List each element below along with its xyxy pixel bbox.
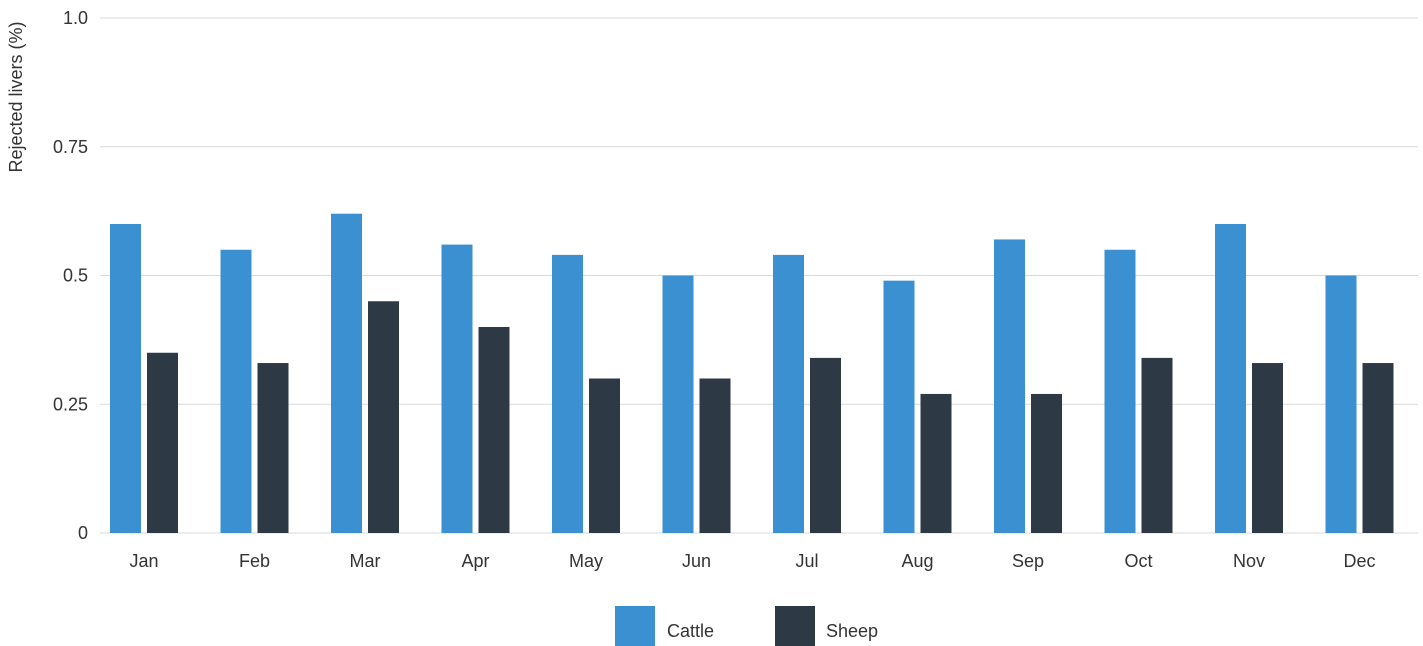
x-tick-label: Feb [239, 551, 270, 571]
x-tick-label: Apr [461, 551, 489, 571]
bar-cattle-mar[interactable] [331, 213, 362, 533]
legend-label: Sheep [826, 621, 878, 641]
bar-sheep-jun[interactable] [699, 378, 731, 534]
x-tick-label: Nov [1233, 551, 1265, 571]
bar-cattle-jun[interactable] [662, 275, 694, 534]
bar-sheep-jan[interactable] [147, 352, 178, 533]
legend-item-sheep[interactable]: Sheep [775, 606, 878, 646]
y-axis-title: Rejected livers (%) [6, 21, 26, 172]
bar-sheep-apr[interactable] [478, 327, 510, 533]
bar-cattle-jan[interactable] [110, 224, 141, 533]
y-tick-label: 0.5 [63, 266, 88, 286]
x-tick-label: Jan [129, 551, 158, 571]
legend-item-cattle[interactable]: Cattle [615, 606, 714, 646]
y-tick-label: 1.0 [63, 8, 88, 28]
bar-cattle-oct[interactable] [1104, 249, 1136, 533]
legend-label: Cattle [667, 621, 714, 641]
bar-cattle-apr[interactable] [441, 244, 473, 533]
bar-sheep-oct[interactable] [1141, 357, 1173, 533]
bar-cattle-jul[interactable] [773, 254, 804, 533]
legend-swatch [615, 606, 655, 646]
bar-cattle-sep[interactable] [994, 239, 1025, 533]
bar-sheep-sep[interactable] [1031, 393, 1062, 533]
x-tick-label: Oct [1124, 551, 1152, 571]
x-axis-ticks: Jan Feb Mar Apr May Jun Jul Aug Sep Oct Nov Dec [129, 551, 1375, 571]
bar-cattle-aug[interactable] [883, 280, 915, 533]
legend-swatch [775, 606, 815, 646]
bar-cattle-may[interactable] [552, 254, 583, 533]
bar-sheep-feb[interactable] [257, 363, 289, 533]
legend: Cattle Sheep [615, 606, 878, 646]
bar-sheep-aug[interactable] [920, 393, 952, 533]
y-tick-label: 0.75 [53, 137, 88, 157]
gridlines [100, 17, 1418, 534]
x-tick-label: Aug [901, 551, 933, 571]
x-tick-label: Jul [795, 551, 818, 571]
bar-cattle-nov[interactable] [1215, 224, 1246, 533]
x-tick-label: Dec [1343, 551, 1375, 571]
bar-sheep-jul[interactable] [810, 357, 841, 533]
bar-sheep-mar[interactable] [368, 301, 399, 533]
bars [110, 213, 1394, 534]
x-tick-label: Sep [1012, 551, 1044, 571]
bar-sheep-nov[interactable] [1252, 363, 1283, 533]
bar-sheep-dec[interactable] [1362, 363, 1394, 533]
x-tick-label: Jun [682, 551, 711, 571]
x-tick-label: Mar [350, 551, 381, 571]
x-tick-label: May [569, 551, 603, 571]
bar-cattle-feb[interactable] [220, 249, 252, 533]
y-tick-label: 0 [78, 523, 88, 543]
y-tick-label: 0.25 [53, 394, 88, 414]
bar-sheep-may[interactable] [589, 378, 620, 534]
bar-cattle-dec[interactable] [1325, 275, 1357, 534]
y-axis-ticks: 0 0.25 0.5 0.75 1.0 [53, 8, 88, 543]
